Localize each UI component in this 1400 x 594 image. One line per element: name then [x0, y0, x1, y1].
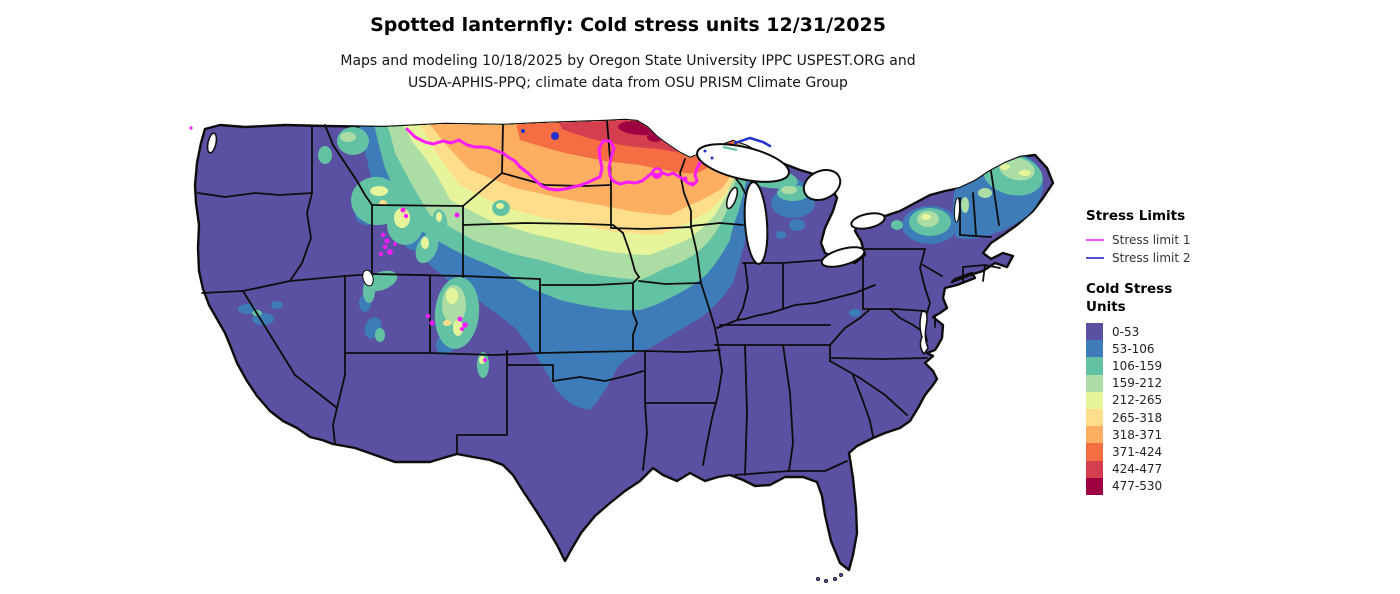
stress-limit-2-dot-small	[521, 129, 525, 133]
florida-keys	[816, 572, 844, 583]
legend-class-row: 159-212	[1086, 374, 1386, 392]
cold-stress-units-heading: Cold Stress Units	[1086, 281, 1173, 315]
great-lakes	[206, 132, 961, 356]
class-swatch-0	[1086, 323, 1103, 341]
speckles-212-265	[370, 164, 1031, 364]
lake-huron	[802, 168, 842, 202]
stress-limit-2-label: Stress limit 2	[1112, 250, 1191, 265]
legend-item-stress-limit-1: Stress limit 1	[1086, 231, 1386, 248]
class-swatch-2	[1086, 357, 1103, 375]
stress-limit-2-line-swatch	[1086, 256, 1104, 259]
legend-class-row: 424-477	[1086, 460, 1386, 478]
green-bay	[725, 186, 739, 210]
lake-michigan	[743, 181, 769, 265]
puget-sound	[206, 132, 218, 154]
legend-class-row: 318-371	[1086, 426, 1386, 444]
class-swatch-8	[1086, 460, 1103, 478]
stress-limit-1-line-swatch	[1086, 238, 1104, 241]
stress-limit-1-contour	[405, 127, 702, 192]
page-title: Spotted lanternfly: Cold stress units 12…	[370, 14, 886, 36]
class-swatch-7	[1086, 443, 1103, 461]
lake-erie	[820, 246, 866, 268]
us-map	[189, 118, 1055, 583]
legend-class-row: 106-159	[1086, 357, 1386, 375]
legend-class-row: 265-318	[1086, 408, 1386, 427]
class-swatch-6	[1086, 426, 1103, 444]
great-salt-lake	[362, 269, 374, 287]
stress-limit-2-marks	[521, 129, 714, 160]
stress-limit-2-contour	[733, 136, 772, 148]
subtitle-line-2: USDA-APHIS-PPQ; climate data from OSU PR…	[408, 75, 848, 91]
lake-superior	[696, 143, 790, 183]
legend-class-row: 477-530	[1086, 477, 1386, 495]
subtitle-line-1: Maps and modeling 10/18/2025 by Oregon S…	[340, 53, 916, 69]
class-swatch-3	[1086, 374, 1103, 392]
cold-stress-classes: 0-53 53-106 106-159 159-212 212-265 265-…	[1086, 323, 1386, 495]
state-borders	[197, 120, 1001, 476]
stress-limit-1-spots	[189, 126, 695, 362]
figure-header: Spotted lanternfly: Cold stress units 12…	[188, 14, 1068, 94]
stress-limit-1-label: Stress limit 1	[1112, 232, 1191, 247]
lake-champlain	[953, 197, 961, 223]
legend-panel: Stress Limits Stress limit 1 Stress limi…	[1086, 207, 1386, 495]
class-swatch-9	[1086, 477, 1103, 495]
class-swatch-4	[1086, 391, 1103, 409]
legend-item-stress-limit-2: Stress limit 2	[1086, 249, 1386, 266]
isle-royale	[722, 145, 738, 152]
legend-class-row: 53-106	[1086, 340, 1386, 358]
legend-class-row: 0-53	[1086, 323, 1386, 341]
lake-ontario	[850, 212, 886, 230]
class-swatch-5	[1086, 408, 1103, 427]
legend-class-row: 212-265	[1086, 391, 1386, 409]
chesapeake-bay	[919, 310, 929, 356]
stress-limit-2-dot-large	[551, 132, 559, 140]
class-swatch-1	[1086, 340, 1103, 358]
legend-class-row: 371-424	[1086, 443, 1386, 461]
stress-limits-heading: Stress Limits	[1086, 208, 1186, 224]
